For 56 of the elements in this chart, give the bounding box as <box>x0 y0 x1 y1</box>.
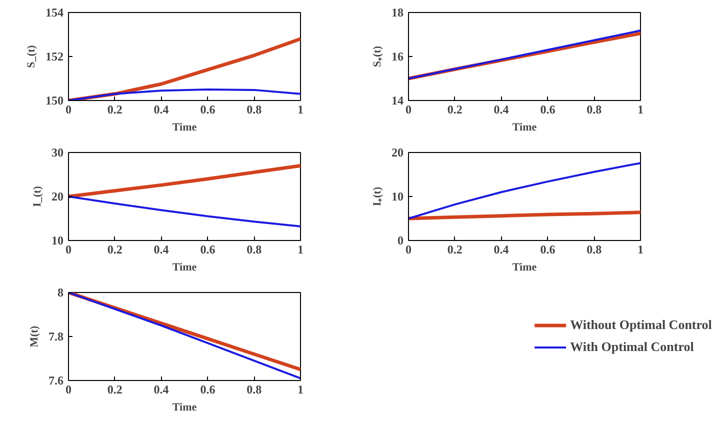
x-tick-label: 0.4 <box>154 102 169 116</box>
line-series <box>408 210 640 220</box>
x-tick-label: 0.6 <box>540 102 556 116</box>
x-tick-label: 0.4 <box>494 242 509 256</box>
line-series <box>68 164 300 198</box>
x-tick-label: 0.6 <box>200 102 216 116</box>
y-axis-title: I₊(t) <box>372 186 384 206</box>
x-tick-label: 0.2 <box>107 242 122 256</box>
x-tick-label: 0.4 <box>154 242 169 256</box>
y-axis-title: I_(t) <box>32 186 44 207</box>
x-axis-title: Time <box>512 122 537 134</box>
x-tick-label: 1 <box>298 242 304 256</box>
x-tick-label: 0.2 <box>107 102 122 116</box>
x-tick-label: 1 <box>638 102 644 116</box>
legend-label: Without Optimal Control <box>570 317 712 333</box>
x-axis-title: Time <box>512 262 537 274</box>
y-axis-title: S₊(t) <box>372 46 384 68</box>
x-tick-label: 0.2 <box>447 102 462 116</box>
y-tick-label: 20 <box>392 146 404 160</box>
x-tick-label: 0.6 <box>540 242 556 256</box>
y-tick-label: 7.8 <box>48 330 64 344</box>
x-tick-label: 0.8 <box>586 102 602 116</box>
y-tick-label: 10 <box>392 190 404 204</box>
y-tick-label: 150 <box>46 94 64 108</box>
y-tick-label: 8 <box>58 286 64 300</box>
y-tick-label: 152 <box>46 50 64 64</box>
x-tick-label: 0.4 <box>154 382 169 396</box>
y-tick-label: 18 <box>392 6 404 20</box>
y-axis-title: M(t) <box>28 325 40 348</box>
x-tick-label: 1 <box>298 382 304 396</box>
x-tick-label: 0.4 <box>494 102 509 116</box>
legend-label: With Optimal Control <box>570 339 694 355</box>
y-tick-label: 10 <box>52 234 64 248</box>
y-tick-label: 30 <box>52 146 64 160</box>
y-axis-title: S_(t) <box>26 44 38 68</box>
y-tick-label: 154 <box>46 6 64 20</box>
x-tick-label: 0.8 <box>246 102 262 116</box>
x-tick-label: 0.6 <box>200 382 216 396</box>
x-tick-label: 0.6 <box>200 242 216 256</box>
x-tick-label: 1 <box>638 242 644 256</box>
x-tick-label: 0.2 <box>447 242 462 256</box>
line-series <box>68 196 300 228</box>
x-axis-title: Time <box>172 122 197 134</box>
x-tick-label: 1 <box>298 102 304 116</box>
y-tick-label: 20 <box>52 190 64 204</box>
y-tick-label: 7.6 <box>48 374 64 388</box>
x-tick-label: 0.2 <box>107 382 122 396</box>
x-tick-label: 0.8 <box>586 242 602 256</box>
y-tick-label: 14 <box>392 94 404 108</box>
line-series <box>408 162 640 220</box>
y-tick-label: 16 <box>392 50 404 64</box>
x-axis-title: Time <box>172 402 197 414</box>
x-axis-title: Time <box>172 262 197 274</box>
x-tick-label: 0.8 <box>246 242 262 256</box>
y-tick-label: 0 <box>398 234 404 248</box>
x-tick-label: 0.8 <box>246 382 262 396</box>
